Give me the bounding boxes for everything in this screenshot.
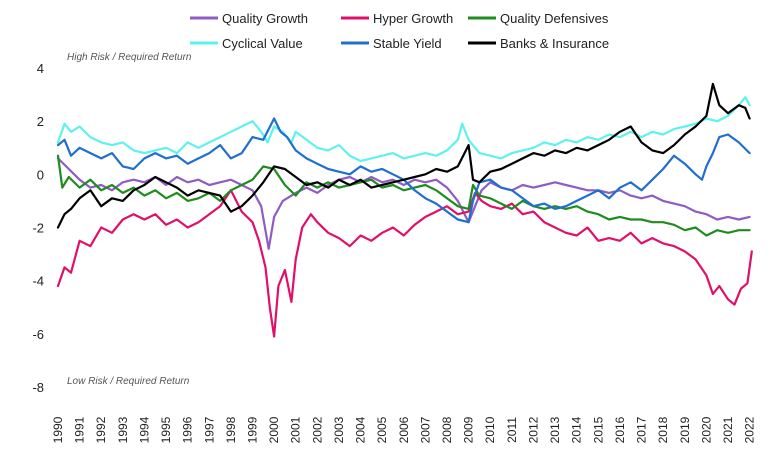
x-tick-label: 2000 xyxy=(267,416,281,443)
x-tick-label: 2019 xyxy=(678,416,692,443)
x-tick-label: 1992 xyxy=(94,416,108,443)
x-tick-label: 2007 xyxy=(418,416,432,443)
series-line-banks-insurance xyxy=(56,82,751,229)
legend-label-stable-yield: Stable Yield xyxy=(373,36,442,51)
x-tick-label: 2009 xyxy=(462,416,476,443)
legend-label-quality-growth: Quality Growth xyxy=(222,11,308,26)
x-tick-label: 1995 xyxy=(159,416,173,443)
legend-label-banks-insurance: Banks & Insurance xyxy=(500,36,609,51)
x-axis: 1990 1991 1992 1993 1994 1995 1996 1997 1998 1999… xyxy=(51,416,757,443)
x-tick-label: 1993 xyxy=(116,416,130,443)
x-tick-label: 2008 xyxy=(440,416,454,443)
x-tick-label: 1999 xyxy=(246,416,260,443)
y-tick-label: -6 xyxy=(32,327,44,342)
x-tick-label: 2006 xyxy=(397,416,411,443)
legend-label-hyper-growth: Hyper Growth xyxy=(373,11,453,26)
y-tick-label: 0 xyxy=(37,167,44,182)
series-line-quality-growth xyxy=(56,157,751,250)
x-tick-label: 2017 xyxy=(635,416,649,443)
x-tick-label: 2011 xyxy=(505,417,519,443)
legend-label-cyclical-value: Cyclical Value xyxy=(222,36,303,51)
x-tick-label: 1990 xyxy=(51,416,65,443)
annotation-low-risk: Low Risk / Required Return xyxy=(67,376,190,387)
x-tick-label: 2020 xyxy=(699,416,713,443)
x-tick-label: 1994 xyxy=(137,416,151,443)
y-tick-label: -8 xyxy=(32,380,44,395)
series-line-hyper-growth xyxy=(56,189,753,338)
series-line-stable-yield xyxy=(56,117,751,224)
legend: Quality Growth Hyper Growth Quality Defens… xyxy=(190,11,609,51)
x-tick-label: 2018 xyxy=(656,416,670,443)
x-tick-label: 2022 xyxy=(743,416,757,443)
x-tick-label: 2012 xyxy=(526,416,540,443)
x-tick-label: 1997 xyxy=(202,416,216,443)
y-tick-label: 4 xyxy=(37,61,44,76)
x-tick-label: 2004 xyxy=(354,416,368,443)
legend-label-quality-defensives: Quality Defensives xyxy=(500,11,609,26)
y-tick-label: -4 xyxy=(32,274,44,289)
x-tick-label: 2015 xyxy=(591,416,605,443)
x-tick-label: 2013 xyxy=(548,416,562,443)
series-group xyxy=(56,82,753,338)
annotation-high-risk: High Risk / Required Return xyxy=(67,52,192,63)
x-tick-label: 2002 xyxy=(310,416,324,443)
y-tick-label: -2 xyxy=(32,221,44,236)
x-tick-label: 2021 xyxy=(721,416,735,443)
x-tick-label: 2014 xyxy=(570,416,584,443)
x-tick-label: 2005 xyxy=(375,416,389,443)
y-axis: 4 2 0 -2 -4 -6 -8 xyxy=(32,61,44,395)
y-tick-label: 2 xyxy=(37,114,44,129)
x-tick-label: 2003 xyxy=(332,416,346,443)
x-tick-label: 2016 xyxy=(613,416,627,443)
x-tick-label: 1996 xyxy=(181,416,195,443)
x-tick-label: 1998 xyxy=(224,416,238,443)
x-tick-label: 2010 xyxy=(483,416,497,443)
x-tick-label: 1991 xyxy=(73,416,87,443)
series-line-quality-defensives xyxy=(56,154,751,237)
series-line-cyclical-value xyxy=(56,96,751,163)
x-tick-label: 2001 xyxy=(289,416,303,443)
